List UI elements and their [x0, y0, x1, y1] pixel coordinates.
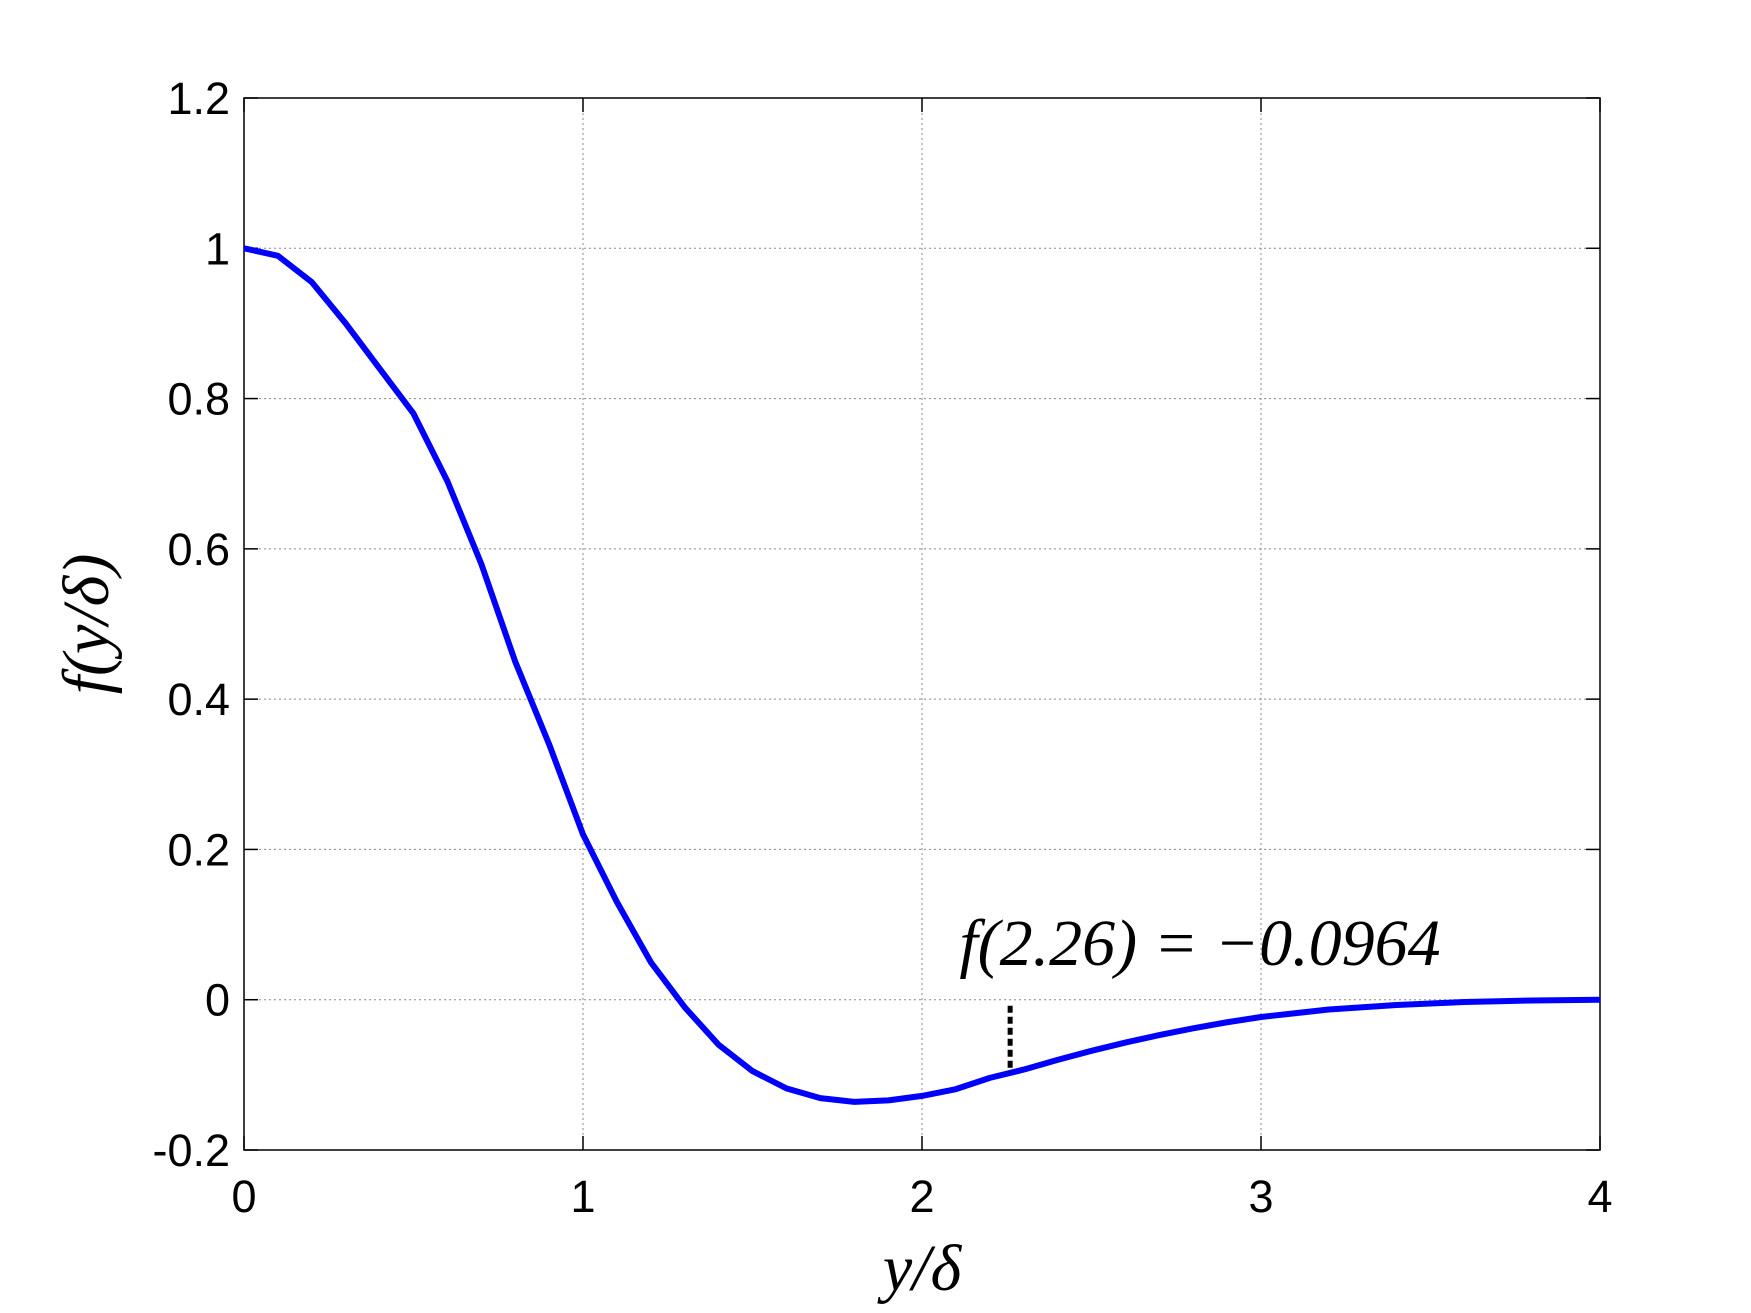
y-tick-label: 1: [205, 223, 230, 274]
x-axis-label: y/δ: [877, 1232, 963, 1305]
y-tick-label: 0.2: [167, 824, 230, 875]
y-tick-label: 0.4: [167, 674, 230, 725]
x-tick-label: 3: [1248, 1171, 1273, 1222]
data-line: [243, 245, 1601, 1105]
plot-frame: [243, 97, 1601, 1151]
y-tick-label: 1.2: [167, 73, 230, 124]
y-tick-label: -0.2: [152, 1125, 230, 1176]
y-axis-label: f(y/δ): [50, 554, 123, 695]
x-tick-label: 2: [909, 1171, 934, 1222]
y-tick-label: 0.8: [167, 374, 230, 425]
x-tick-label: 1: [570, 1171, 595, 1222]
y-tick-label: 0.6: [167, 524, 230, 575]
annotation-text: f(2.26) = −0.0964: [959, 907, 1440, 980]
x-tick-label: 4: [1587, 1171, 1612, 1222]
y-tick-label: 0: [205, 975, 230, 1026]
x-tick-label: 0: [231, 1171, 256, 1222]
